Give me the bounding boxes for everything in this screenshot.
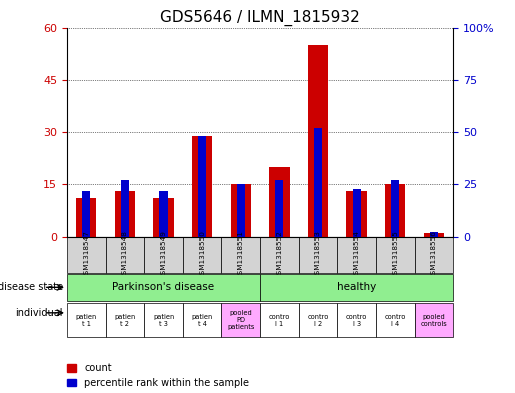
Bar: [385, 184, 405, 237]
FancyBboxPatch shape: [337, 237, 376, 273]
Bar: [192, 136, 212, 237]
Text: contro
l 2: contro l 2: [307, 314, 329, 327]
Text: pooled
controls: pooled controls: [421, 314, 447, 327]
FancyBboxPatch shape: [67, 237, 106, 273]
Text: pooled
PD
patients: pooled PD patients: [227, 310, 254, 330]
Bar: [237, 184, 245, 237]
Text: GSM1318550: GSM1318550: [199, 230, 205, 279]
FancyBboxPatch shape: [299, 237, 337, 273]
Bar: [121, 180, 129, 237]
Bar: [160, 191, 167, 237]
FancyBboxPatch shape: [376, 237, 415, 273]
FancyBboxPatch shape: [183, 237, 221, 273]
Text: patien
t 2: patien t 2: [114, 314, 135, 327]
Text: GSM1318552: GSM1318552: [277, 230, 282, 279]
Text: contro
l 1: contro l 1: [269, 314, 290, 327]
FancyBboxPatch shape: [144, 303, 183, 337]
FancyBboxPatch shape: [106, 237, 144, 273]
Bar: [308, 45, 328, 237]
Text: GSM1318549: GSM1318549: [161, 230, 166, 279]
Text: GSM1318547: GSM1318547: [83, 230, 89, 279]
FancyBboxPatch shape: [260, 237, 299, 273]
FancyBboxPatch shape: [144, 237, 183, 273]
Bar: [391, 180, 399, 237]
FancyBboxPatch shape: [260, 303, 299, 337]
Bar: [115, 191, 135, 237]
FancyBboxPatch shape: [106, 303, 144, 337]
Bar: [82, 191, 90, 237]
Text: Parkinson's disease: Parkinson's disease: [112, 282, 215, 292]
FancyBboxPatch shape: [337, 303, 376, 337]
FancyBboxPatch shape: [221, 237, 260, 273]
FancyBboxPatch shape: [415, 237, 453, 273]
Bar: [198, 136, 206, 237]
Text: GSM1318548: GSM1318548: [122, 230, 128, 279]
Bar: [314, 128, 322, 237]
Text: contro
l 4: contro l 4: [385, 314, 406, 327]
FancyBboxPatch shape: [221, 303, 260, 337]
Title: GDS5646 / ILMN_1815932: GDS5646 / ILMN_1815932: [160, 10, 360, 26]
Text: individual: individual: [15, 308, 63, 318]
Text: GSM1318554: GSM1318554: [354, 230, 359, 279]
Bar: [347, 191, 367, 237]
FancyBboxPatch shape: [67, 303, 106, 337]
Bar: [231, 184, 251, 237]
Text: patien
t 1: patien t 1: [76, 314, 97, 327]
Text: GSM1318556: GSM1318556: [431, 230, 437, 279]
Bar: [424, 233, 444, 237]
Text: GSM1318553: GSM1318553: [315, 230, 321, 279]
Text: healthy: healthy: [337, 282, 376, 292]
Text: patien
t 3: patien t 3: [153, 314, 174, 327]
Text: contro
l 3: contro l 3: [346, 314, 367, 327]
FancyBboxPatch shape: [299, 303, 337, 337]
Legend: count, percentile rank within the sample: count, percentile rank within the sample: [66, 363, 249, 388]
FancyBboxPatch shape: [415, 303, 453, 337]
FancyBboxPatch shape: [67, 274, 260, 301]
Bar: [269, 167, 289, 237]
FancyBboxPatch shape: [183, 303, 221, 337]
FancyBboxPatch shape: [376, 303, 415, 337]
Text: GSM1318551: GSM1318551: [238, 230, 244, 279]
Bar: [76, 198, 96, 237]
FancyBboxPatch shape: [260, 274, 453, 301]
Text: GSM1318555: GSM1318555: [392, 230, 398, 279]
Bar: [153, 198, 174, 237]
Text: disease state: disease state: [0, 282, 63, 292]
Text: patien
t 4: patien t 4: [192, 314, 213, 327]
Bar: [430, 233, 438, 237]
Bar: [353, 189, 360, 237]
Bar: [276, 180, 283, 237]
